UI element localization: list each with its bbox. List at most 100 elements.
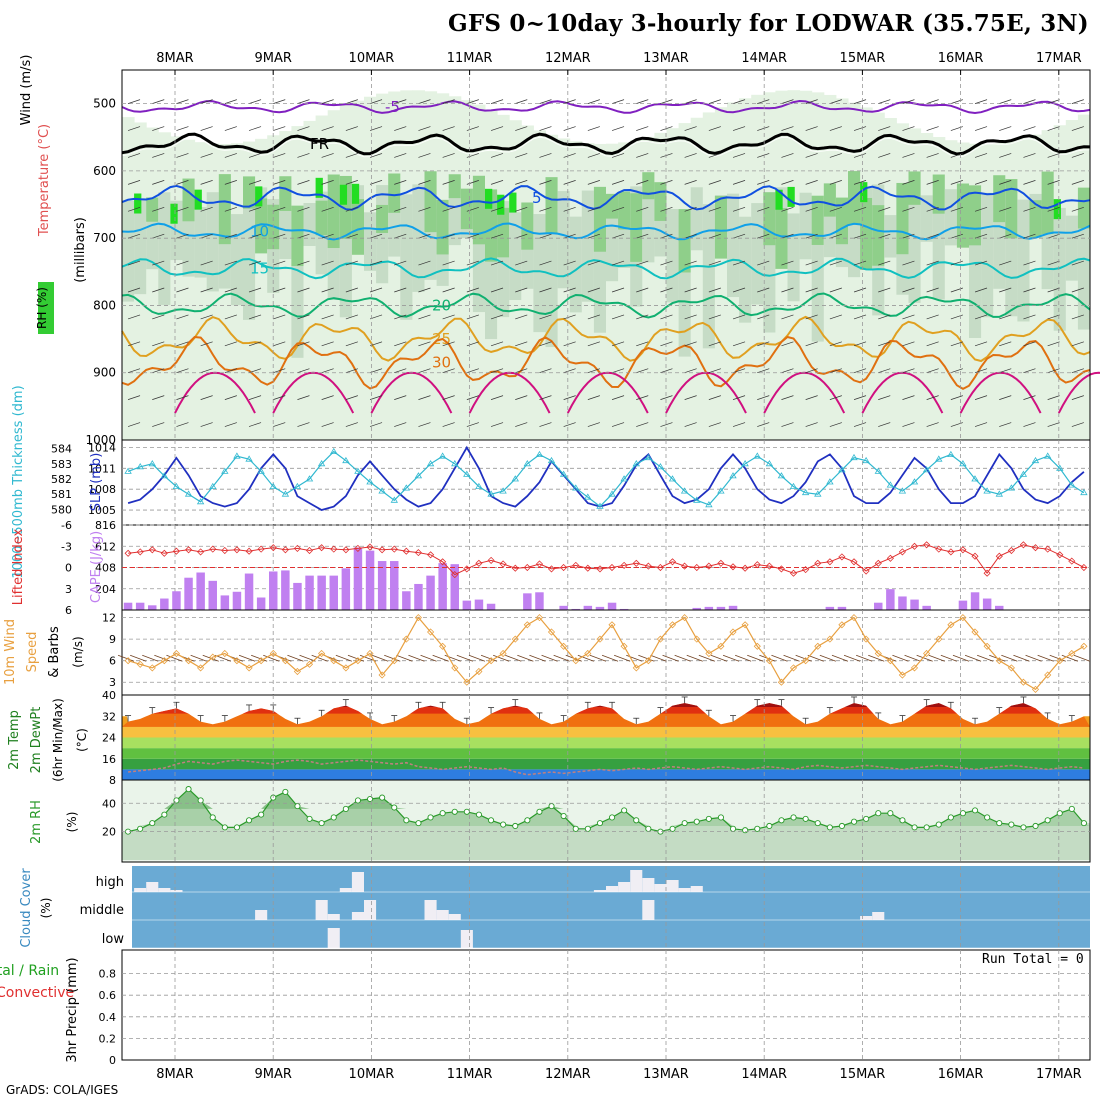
- rh-marker: [826, 824, 833, 831]
- temp-tick-label: 24: [102, 732, 116, 745]
- cloud-high-bar: [690, 886, 703, 892]
- wind-barb: [878, 126, 891, 131]
- rh-shade-moist: [642, 172, 655, 200]
- lifted-marker: [172, 547, 180, 555]
- wind-barb: [1071, 341, 1084, 347]
- sfc-wind-barb: [674, 654, 691, 662]
- cape-bar: [728, 605, 738, 610]
- cloud-high-bar: [666, 880, 679, 892]
- wind-barb: [273, 395, 286, 400]
- thickness-tick-label: 581: [51, 488, 72, 501]
- thickness-marker: [910, 478, 919, 485]
- rh-shade-mid: [158, 192, 171, 305]
- cape-tick-label: 612: [95, 540, 116, 553]
- wind-barb: [878, 395, 891, 400]
- wind-barb: [152, 368, 165, 374]
- wind-barb: [563, 260, 576, 266]
- wind-barb: [1047, 422, 1060, 427]
- thickness-tick-label: 582: [51, 473, 72, 486]
- wind-barb: [248, 153, 262, 158]
- wind-barb: [781, 287, 794, 293]
- wind-barb: [732, 153, 746, 158]
- wind-barb: [442, 153, 455, 158]
- sfc-wind-units: (m/s): [71, 636, 85, 667]
- wind-barb: [369, 287, 383, 293]
- sfc-wind-barb: [735, 654, 752, 662]
- rh-marker: [838, 822, 846, 830]
- cape-lifted-panel: 204 408 612 816 -6 -3 0 3 6 Lifted Index CAPE (J/k…: [11, 519, 1091, 617]
- rh-shade-moist: [545, 177, 559, 234]
- wind-barb: [1071, 395, 1084, 400]
- rh-marker: [730, 825, 737, 832]
- wind-speed-marker: [487, 657, 495, 665]
- thickness-marker: [257, 467, 265, 474]
- thickness-marker: [947, 450, 955, 458]
- lifted-marker: [886, 554, 894, 562]
- wind-barb: [805, 314, 818, 320]
- thickness-marker: [245, 455, 253, 462]
- lifted-marker: [414, 549, 422, 557]
- wind-speed-marker: [511, 635, 519, 643]
- rh-marker: [766, 822, 773, 830]
- wind-barb: [297, 206, 310, 212]
- wind-barb: [394, 368, 407, 374]
- wind-barb: [127, 287, 141, 293]
- cape-bar: [341, 568, 351, 610]
- wind-barb: [176, 341, 189, 347]
- rh-2m-label: 2m RH: [29, 800, 44, 844]
- wind-barb: [853, 126, 867, 131]
- rh-shade-light: [206, 143, 220, 440]
- lifted-marker: [1031, 544, 1040, 552]
- wind-speed-marker: [1019, 678, 1027, 686]
- wind-barb: [587, 180, 600, 185]
- wind-speed-marker: [281, 657, 289, 665]
- rh-tick-label: 20: [102, 826, 116, 839]
- rh-shade-saturated: [509, 192, 517, 213]
- thickness-marker: [1056, 464, 1064, 471]
- thickness-marker: [475, 482, 483, 490]
- slp-thickness-panel: 1005 1008 1011 1014 580 581 582 583 584 1000~500m…: [11, 385, 1091, 579]
- wind-barb: [321, 314, 334, 320]
- wind-barb: [345, 422, 358, 427]
- wind-barb: [297, 99, 310, 104]
- wind-barb: [248, 341, 262, 347]
- wind-barb: [878, 206, 891, 212]
- lifted-marker: [366, 543, 374, 551]
- wind-barb: [224, 99, 237, 104]
- rh-marker: [754, 825, 761, 832]
- wind-speed-marker: [608, 621, 616, 629]
- sfc-wind-barb: [831, 654, 849, 662]
- wind-barb: [466, 314, 479, 320]
- wind-barb: [539, 180, 552, 185]
- wind-barb: [345, 314, 358, 320]
- wind-barb: [974, 153, 988, 158]
- wind-barb: [224, 153, 237, 158]
- wind-barb: [176, 126, 189, 131]
- wind-barb: [757, 206, 770, 212]
- wind-barb: [442, 314, 455, 320]
- sfc-wind-barb: [589, 654, 607, 662]
- thickness-marker: [305, 475, 314, 482]
- wind-barb: [708, 422, 721, 427]
- wind-barb: [442, 368, 455, 374]
- date-label-bottom: 10MAR: [349, 1067, 395, 1082]
- wind-barb: [902, 341, 915, 347]
- thickness-marker: [584, 493, 592, 500]
- rh-shade-light: [823, 94, 837, 440]
- wind-barb: [200, 126, 213, 131]
- wind-barb: [611, 99, 625, 104]
- lifted-marker: [729, 563, 737, 571]
- wind-barb: [950, 180, 963, 185]
- wind-barb: [273, 260, 286, 266]
- wind-barb: [321, 126, 334, 131]
- wind-barb: [345, 206, 358, 212]
- rh-shade-moist: [654, 182, 667, 221]
- wind-barb: [708, 99, 721, 104]
- wind-barb: [1047, 287, 1060, 293]
- credit-label: GrADS: COLA/IGES: [6, 1083, 119, 1097]
- rh-shade-light: [884, 117, 897, 441]
- lifted-marker: [814, 559, 822, 567]
- lifted-marker: [1056, 551, 1064, 559]
- rh-shade-mid: [642, 197, 655, 263]
